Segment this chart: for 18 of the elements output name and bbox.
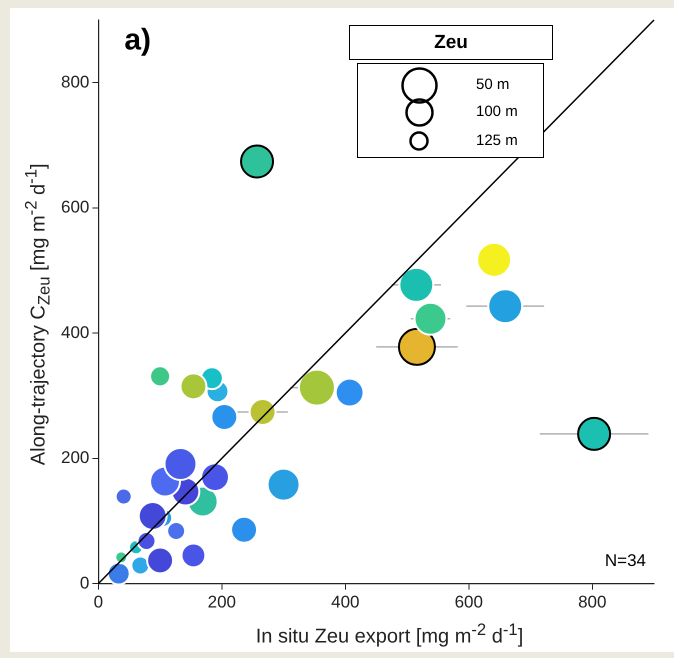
y-tick-label: 600 bbox=[60, 198, 90, 217]
y-tick-label: 0 bbox=[80, 573, 90, 592]
key-box: 50 m 100 m 125 m bbox=[357, 63, 544, 158]
annotation: N=34 bbox=[604, 550, 646, 570]
x-tick-label: 0 bbox=[94, 592, 104, 612]
y-tick-label: 800 bbox=[60, 72, 90, 92]
x-tick-label: 200 bbox=[208, 592, 236, 612]
x-tick-label: 400 bbox=[331, 592, 360, 612]
y-tick-label: 200 bbox=[60, 448, 90, 468]
y-tick-label: 400 bbox=[60, 322, 90, 342]
annotation: 100 m bbox=[476, 103, 518, 121]
annotation: a) bbox=[124, 23, 152, 56]
x-axis-title: In situ Zeu export [mg m$^{-2}$ d$^{-1}$] bbox=[254, 620, 524, 649]
annotation: 125 m bbox=[476, 132, 518, 150]
annotation: 50 m bbox=[476, 76, 510, 94]
x-tick-label: 600 bbox=[454, 592, 483, 612]
title-box: Zeu bbox=[349, 25, 553, 60]
x-tick-label: 800 bbox=[578, 592, 606, 612]
